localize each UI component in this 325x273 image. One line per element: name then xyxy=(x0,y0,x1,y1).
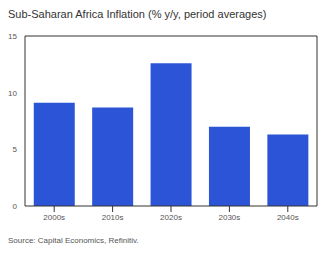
svg-text:2010s: 2010s xyxy=(102,213,124,222)
svg-text:2040s: 2040s xyxy=(277,213,299,222)
svg-text:0: 0 xyxy=(13,202,18,211)
svg-text:5: 5 xyxy=(13,145,18,154)
html-text:Source: Capital Economics, Ref: Source: Capital Economics, Refinitiv. xyxy=(8,236,139,245)
svg-text:2020s: 2020s xyxy=(160,213,182,222)
svg-text:10: 10 xyxy=(8,89,17,98)
svg-text:2030s: 2030s xyxy=(219,213,241,222)
svg-text:15: 15 xyxy=(8,32,17,41)
svg-text:2000s: 2000s xyxy=(43,213,65,222)
html-text:Sub-Saharan Africa Inflation (: Sub-Saharan Africa Inflation (% y/y, per… xyxy=(8,8,267,20)
